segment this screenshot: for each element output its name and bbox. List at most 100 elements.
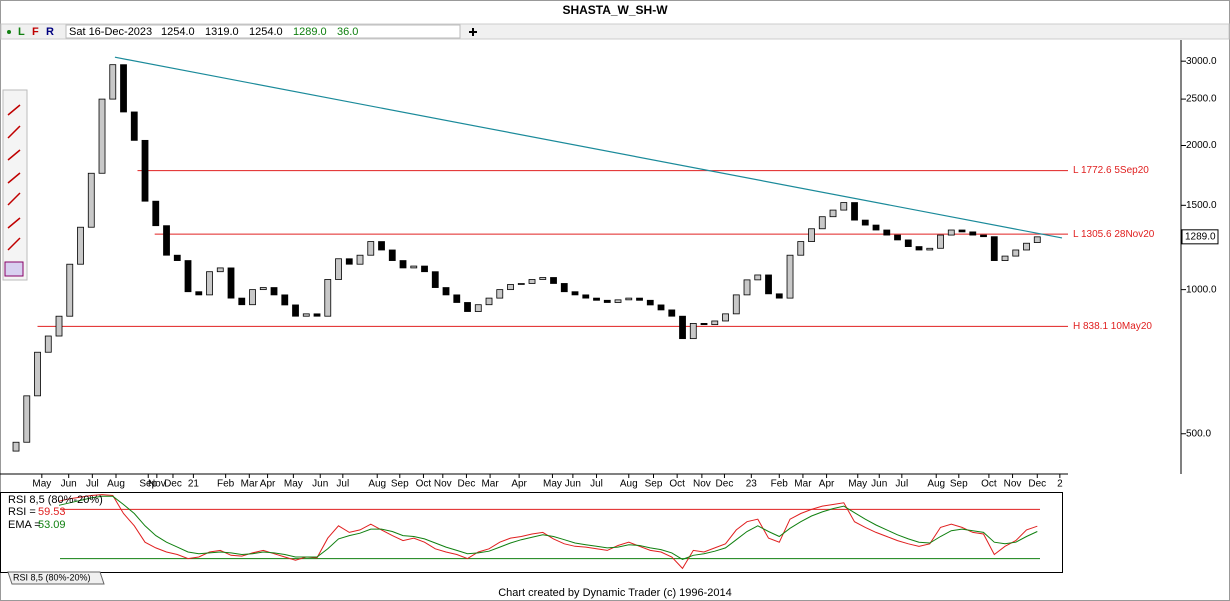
last-price-label: 1289.0 [1185, 231, 1216, 242]
candle-body [775, 293, 783, 299]
candle-body [517, 283, 525, 285]
x-tick-label: Nov [693, 479, 711, 490]
x-tick-label: Aug [107, 479, 125, 490]
candle-body [98, 98, 106, 174]
candle-body [528, 279, 536, 284]
candle-body [442, 287, 450, 296]
candle-body [474, 304, 482, 312]
candle-body [34, 351, 41, 397]
candle-body [507, 284, 514, 291]
candle-body [539, 277, 547, 280]
x-tick-label: Oct [416, 479, 432, 490]
level-label: L 1305.6 28Nov20 [1073, 229, 1155, 240]
x-tick-label: Oct [669, 479, 685, 490]
candle-body [657, 304, 665, 311]
candle-body [646, 299, 654, 306]
candle-body [883, 229, 891, 236]
candle-body [453, 294, 461, 303]
indicator-tab[interactable]: RSI 8,5 (80%-20%) [13, 572, 91, 582]
candle-body [894, 234, 901, 241]
candle-body [808, 228, 815, 242]
x-tick-label: May [848, 479, 867, 490]
tool-icon[interactable] [4, 261, 24, 277]
candle-body [206, 271, 213, 296]
legend-value: 53.09 [38, 519, 66, 531]
add-button[interactable] [469, 28, 477, 36]
toolbar-button[interactable]: F [32, 26, 39, 38]
candle-body [23, 395, 31, 443]
x-tick-label: Jun [61, 479, 77, 490]
candle-body [66, 263, 74, 317]
candle-body [120, 64, 127, 113]
x-tick-label: Sep [645, 479, 663, 490]
candle-body [861, 219, 869, 226]
x-tick-label: 23 [746, 479, 758, 490]
candle-body [560, 283, 568, 293]
candle-body [431, 271, 439, 288]
x-tick-label: Nov [434, 479, 452, 490]
y-tick-label: 2500.0 [1186, 94, 1217, 105]
level-label: H 838.1 10May20 [1073, 321, 1152, 332]
x-tick-label: Apr [511, 479, 527, 490]
x-tick-label: May [32, 479, 51, 490]
y-tick-label: 3000.0 [1186, 56, 1217, 67]
x-tick-label: Mar [794, 479, 812, 490]
toolbar-button[interactable]: R [46, 26, 54, 38]
x-tick-label: Feb [217, 479, 235, 490]
x-tick-label: Nov [1004, 479, 1022, 490]
window-title: SHASTA_W_SH-W [562, 3, 668, 17]
candle-body [378, 241, 385, 251]
candle-body [270, 287, 278, 296]
candle-body [173, 254, 181, 261]
candle-body [485, 297, 493, 306]
candle-body [668, 309, 676, 317]
x-tick-label: Jul [590, 479, 603, 490]
candle-body [980, 234, 987, 238]
candle-body [388, 249, 396, 261]
candle-body [593, 297, 600, 301]
tool-panel [2, 89, 28, 281]
toolbar-button[interactable]: L [18, 26, 25, 38]
candle-body [302, 313, 310, 317]
candle-body [464, 302, 471, 312]
x-tick-label: Jun [565, 479, 581, 490]
candle-body [55, 315, 63, 337]
candle-body [926, 247, 934, 251]
bar-change: 36.0 [337, 26, 358, 38]
candle-body [818, 216, 826, 230]
x-tick-label: Oct [981, 479, 997, 490]
candle-body [281, 294, 289, 306]
x-tick-label: Sep [139, 479, 157, 490]
bar-close: 1289.0 [293, 26, 327, 38]
trend-line [114, 56, 1063, 239]
x-tick-label: Mar [481, 479, 499, 490]
candle-body [689, 323, 697, 340]
candle-body [292, 304, 299, 317]
candle-body [765, 274, 772, 295]
status-dot [7, 30, 11, 34]
x-tick-label: Jun [871, 479, 887, 490]
x-tick-label: Jul [895, 479, 908, 490]
x-tick-label: Mar [241, 479, 259, 490]
legend-value: 59.53 [38, 506, 66, 518]
x-tick-label: May [284, 479, 303, 490]
candle-body [904, 239, 912, 247]
indicator-line [58, 495, 1038, 560]
x-tick-label: Dec [458, 479, 476, 490]
y-tick-label: 1000.0 [1186, 284, 1217, 295]
candle-body [872, 224, 880, 231]
candle-body [754, 274, 762, 281]
candle-body [130, 111, 138, 141]
y-tick-label: 1500.0 [1186, 200, 1217, 211]
candle-body [496, 289, 504, 299]
candle-body [1012, 249, 1020, 257]
tool-icons[interactable] [7, 104, 21, 251]
candle-body [195, 291, 203, 296]
candle-body [550, 277, 557, 284]
x-tick-label: Jun [312, 479, 328, 490]
candle-body [840, 202, 848, 211]
candle-body [711, 320, 719, 326]
last-price-box [1181, 229, 1219, 245]
x-tick-label: Nov [148, 479, 166, 490]
candle-body [259, 287, 267, 291]
